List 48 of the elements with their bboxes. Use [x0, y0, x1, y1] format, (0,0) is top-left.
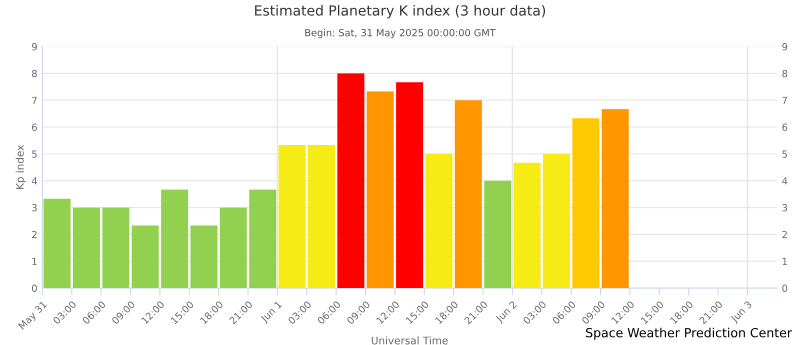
y-tick-label: 3: [32, 204, 37, 212]
bar: [249, 190, 276, 288]
bar: [602, 109, 629, 288]
bar: [220, 208, 247, 288]
y-tick-label: 7: [32, 96, 37, 104]
y2-tick-label: 1: [782, 258, 787, 265]
y-axis-title: Kp index: [16, 145, 26, 189]
bar: [337, 73, 364, 288]
bar: [454, 100, 482, 288]
y2-tick-label: 9: [782, 43, 788, 50]
y-tick-label: 4: [32, 177, 37, 184]
bar: [484, 180, 512, 288]
bar: [396, 82, 424, 288]
y2-tick-label: 4: [782, 177, 788, 184]
y-tick-label: 1: [32, 258, 37, 265]
y2-tick-label: 8: [782, 70, 788, 78]
y-tick-label: 6: [32, 124, 37, 131]
bar: [72, 208, 100, 288]
x-tick-label: Jun 3: [730, 300, 754, 324]
chart-title: Estimated Planetary K index (3 hour data): [255, 4, 546, 18]
y2-tick-label: 7: [782, 96, 788, 104]
bar: [425, 154, 452, 288]
bar: [44, 198, 71, 288]
y2-tick-label: 2: [782, 230, 787, 238]
y-tick-label: 2: [32, 230, 37, 238]
bar: [572, 118, 600, 288]
x-tick-label: Jun 1: [260, 300, 284, 324]
bar: [132, 226, 159, 288]
y2-tick-label: 3: [782, 204, 788, 212]
bar: [190, 226, 218, 288]
y2-tick-label: 5: [782, 150, 787, 158]
y2-tick-label: 0: [782, 284, 788, 292]
bar: [278, 145, 306, 288]
y2-tick-label: 6: [782, 124, 788, 131]
y-tick-label: 9: [32, 43, 37, 50]
text: Space Weather Prediction Center: [586, 328, 792, 340]
bar: [366, 91, 394, 288]
bar: [102, 208, 130, 288]
y-tick-label: 8: [32, 70, 37, 78]
y-tick-label: 5: [32, 150, 37, 158]
bar: [542, 154, 570, 288]
y-tick-label: 0: [32, 284, 37, 292]
bar: [161, 190, 188, 288]
bar: [308, 145, 335, 288]
x-tick-label: Jun 2: [494, 300, 518, 324]
x-axis-title: Universal Time: [372, 336, 448, 344]
bar: [514, 162, 541, 288]
chart-subtitle: Begin: Sat, 31 May 2025 00:00:00 GMT: [305, 28, 496, 38]
